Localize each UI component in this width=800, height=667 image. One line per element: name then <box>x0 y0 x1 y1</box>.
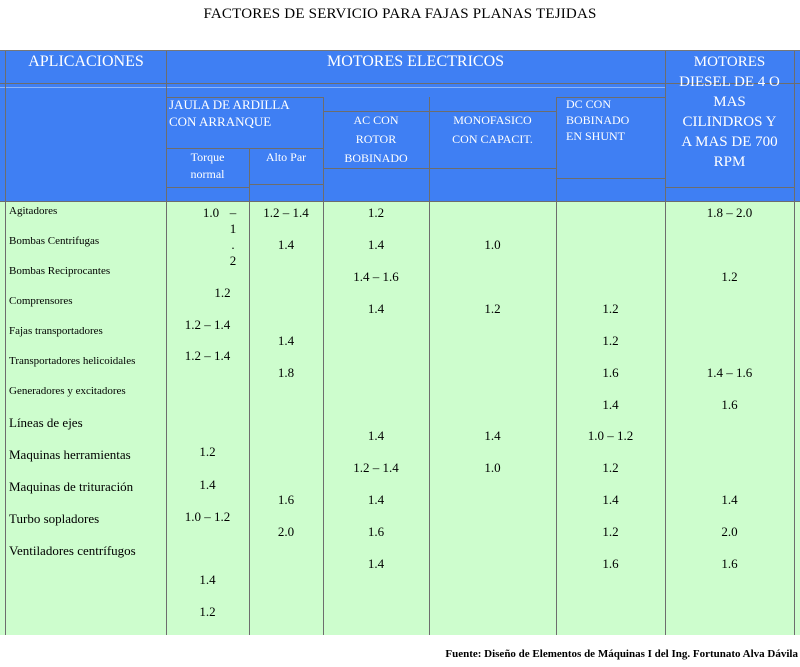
header-squirrel-cage: JAULA DE ARDILLA CON ARRANQUE <box>169 97 290 129</box>
dc-shunt-value: 1.6 <box>602 365 619 380</box>
header-electric-motors: MOTORES ELECTRICOS <box>326 53 505 70</box>
diesel-value: 1.6 <box>721 556 738 571</box>
source-note: Fuente: Diseño de Elementos de Máquinas … <box>445 648 798 660</box>
document-title: FACTORES DE SERVICIO PARA FAJAS PLANAS T… <box>203 6 597 22</box>
diesel-value: 1.2 <box>721 269 738 284</box>
torque-normal-value: 1.4 <box>199 572 216 587</box>
alto-par-value: 1.6 <box>277 492 295 507</box>
ac-rotor-value: 1.4 <box>367 301 385 316</box>
header-dc-shunt: DC CON BOBINADO EN SHUNT <box>566 97 630 143</box>
app-agitadores: Agitadores <box>9 205 58 217</box>
torque-normal-value: 1.0 – 1.2 <box>184 509 231 524</box>
dc-shunt-value: 1.4 <box>602 397 619 412</box>
ac-rotor-value: 1.2 <box>367 205 385 220</box>
header-monofasico: MONOFASICO CON CAPACIT. <box>452 113 533 146</box>
header-diesel: MOTORES DIESEL DE 4 O MAS CILINDROS Y A … <box>679 54 780 170</box>
app-generadores: Generadores y excitadores <box>9 385 126 397</box>
ac-rotor-value: 1.4 <box>367 556 385 571</box>
torque-normal-value: 1.2 – 1.4 <box>184 348 231 363</box>
header-applications: APLICACIONES <box>28 53 144 70</box>
dc-shunt-value: 1.2 <box>602 333 619 348</box>
ac-rotor-value: 1.4 <box>367 428 385 443</box>
app-maquinas-trituracion: Maquinas de trituración <box>9 479 134 494</box>
dc-shunt-value: 1.4 <box>602 492 619 507</box>
ac-rotor-value: 1.4 – 1.6 <box>353 269 399 284</box>
alto-par-value: 1.4 <box>277 237 295 252</box>
header-alto-par: Alto Par <box>265 150 307 164</box>
torque-normal-value: 1 <box>229 221 237 236</box>
header-ac-rotor: AC CON ROTOR BOBINADO <box>344 113 408 165</box>
dc-shunt-value: 1.2 <box>602 524 619 539</box>
diesel-value: 1.8 – 2.0 <box>706 205 753 220</box>
app-bombas-centrifugas: Bombas Centrifugas <box>9 235 100 247</box>
diesel-value: 2.0 <box>721 524 738 539</box>
torque-normal-value: 1.0 <box>202 205 220 220</box>
torque-normal-value: 1.2 <box>214 285 231 300</box>
diesel-value: 1.4 <box>721 492 738 507</box>
alto-par-value: 1.2 – 1.4 <box>263 205 309 220</box>
alto-par-value: 2.0 <box>277 524 295 539</box>
ac-rotor-value: 1.6 <box>367 524 385 539</box>
torque-normal-value: 1.2 – 1.4 <box>184 317 231 332</box>
app-maquinas-herramientas: Maquinas herramientas <box>9 447 131 462</box>
torque-normal-value: 1.4 <box>199 477 216 492</box>
app-fajas-transportadores: Fajas transportadores <box>9 325 103 337</box>
diesel-value: 1.6 <box>721 397 738 412</box>
ac-rotor-value: 1.4 <box>367 237 385 252</box>
diesel-value: 1.4 – 1.6 <box>706 365 753 380</box>
monofasico-value: 1.2 <box>484 301 501 316</box>
table-header <box>0 51 800 202</box>
header-torque-normal: Torque normal <box>190 150 225 181</box>
torque-normal-value: 1.2 <box>199 604 216 619</box>
torque-normal-value: – <box>229 205 237 220</box>
table-body <box>0 202 800 635</box>
app-transportadores-helicoidales: Transportadores helicoidales <box>9 355 136 367</box>
monofasico-value: 1.0 <box>484 460 501 475</box>
app-bombas-reciprocantes: Bombas Reciprocantes <box>9 265 111 277</box>
ac-rotor-value: 1.4 <box>367 492 385 507</box>
torque-normal-value: 2 <box>229 253 237 268</box>
dc-shunt-value: 1.2 <box>602 460 619 475</box>
dc-shunt-value: 1.0 – 1.2 <box>587 428 634 443</box>
ac-rotor-value: 1.2 – 1.4 <box>353 460 399 475</box>
monofasico-value: 1.0 <box>484 237 501 252</box>
app-turbo-sopladores: Turbo sopladores <box>9 511 100 526</box>
torque-normal-value: 1.2 <box>199 444 216 459</box>
dc-shunt-value: 1.6 <box>602 556 619 571</box>
dc-shunt-value: 1.2 <box>602 301 619 316</box>
monofasico-value: 1.4 <box>484 428 501 443</box>
app-comprensores: Comprensores <box>9 295 73 307</box>
torque-normal-value: . <box>231 237 235 252</box>
service-factor-table: APLICACIONES MOTORES ELECTRICOS MOTORES … <box>0 50 800 635</box>
app-ventiladores: Ventiladores centrífugos <box>9 543 136 558</box>
alto-par-value: 1.4 <box>277 333 295 348</box>
app-lineas-ejes: Líneas de ejes <box>9 415 83 430</box>
alto-par-value: 1.8 <box>277 365 295 380</box>
